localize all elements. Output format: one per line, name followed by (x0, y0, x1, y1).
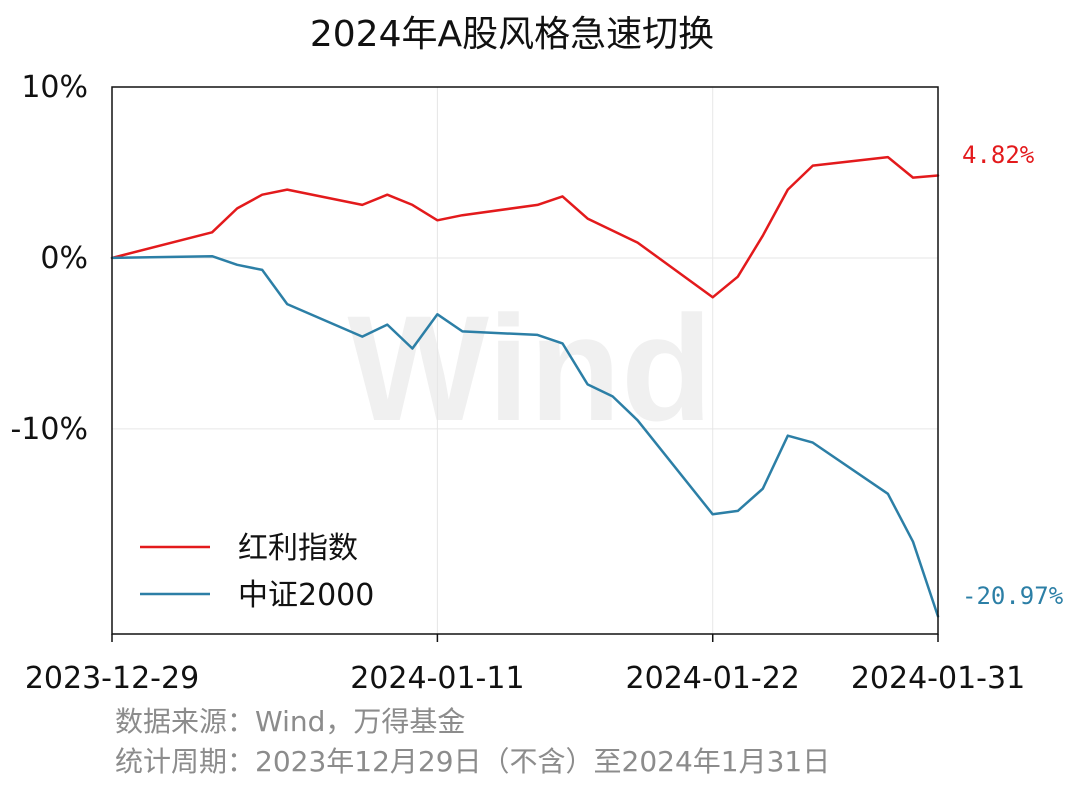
legend-label-dividend: 红利指数 (238, 531, 358, 566)
legend-label-csi2000: 中证2000 (238, 578, 374, 613)
legend: 红利指数 中证2000 (140, 531, 374, 613)
y-tick-label: 0% (40, 241, 88, 276)
footer-period: 统计周期：2023年12月29日（不含）至2024年1月31日 (115, 745, 831, 778)
y-tick-label: -10% (10, 412, 88, 447)
x-tick-label: 2024-01-22 (626, 661, 800, 696)
plot-frame (111, 86, 939, 635)
x-axis: 2023-12-29 2024-01-11 2024-01-22 2024-01-31 (25, 634, 1025, 696)
x-tick-label: 2024-01-31 (851, 661, 1025, 696)
y-axis: 10% 0% -10% (10, 70, 88, 447)
end-label-csi2000: -20.97% (962, 582, 1064, 610)
x-tick-label: 2023-12-29 (25, 661, 199, 696)
footer-source: 数据来源：Wind，万得基金 (115, 705, 466, 738)
series-line-dividend (110, 155, 940, 299)
y-tick-label: 10% (21, 70, 88, 105)
chart-title: 2024年A股风格急速切换 (310, 14, 714, 55)
series-lines (110, 155, 940, 618)
watermark: Wind (347, 284, 712, 452)
end-label-dividend: 4.82% (962, 141, 1035, 169)
x-tick-label: 2024-01-11 (350, 661, 524, 696)
series-line-csi2000 (110, 254, 940, 618)
